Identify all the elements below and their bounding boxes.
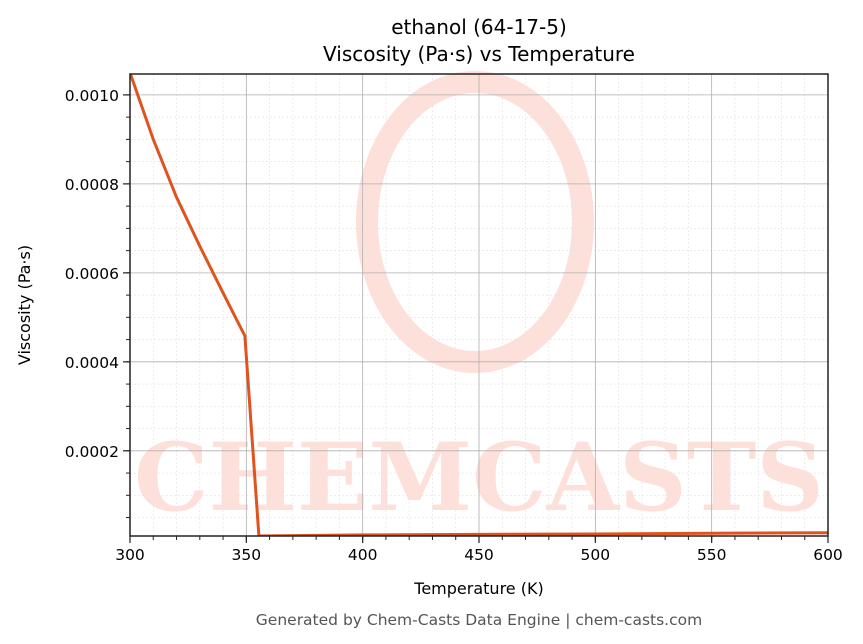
watermark-ring — [356, 71, 594, 373]
x-tick-label: 300 — [115, 546, 145, 564]
y-tick-label: 0.0010 — [65, 87, 119, 105]
x-tick-label: 350 — [232, 546, 262, 564]
y-tick-label: 0.0004 — [65, 354, 119, 372]
plot-frame — [129, 73, 829, 537]
y-tick-label: 0.0006 — [65, 265, 119, 283]
y-tick-label: 0.0008 — [65, 176, 119, 194]
x-axis-label: Temperature (K) — [413, 579, 543, 598]
chart-subtitle: Viscosity (Pa·s) vs Temperature — [323, 42, 635, 66]
y-axis-label: Viscosity (Pa·s) — [15, 245, 34, 365]
x-tick-label: 550 — [697, 546, 727, 564]
x-tick-label: 450 — [464, 546, 494, 564]
x-tick-label: 500 — [581, 546, 611, 564]
x-tick-label: 600 — [813, 546, 843, 564]
viscosity-line — [130, 74, 828, 536]
y-tick-label: 0.0002 — [65, 443, 119, 461]
footer-credit: Generated by Chem-Casts Data Engine | ch… — [256, 611, 702, 629]
chart-title: ethanol (64-17-5) — [391, 15, 567, 39]
x-tick-label: 400 — [348, 546, 378, 564]
